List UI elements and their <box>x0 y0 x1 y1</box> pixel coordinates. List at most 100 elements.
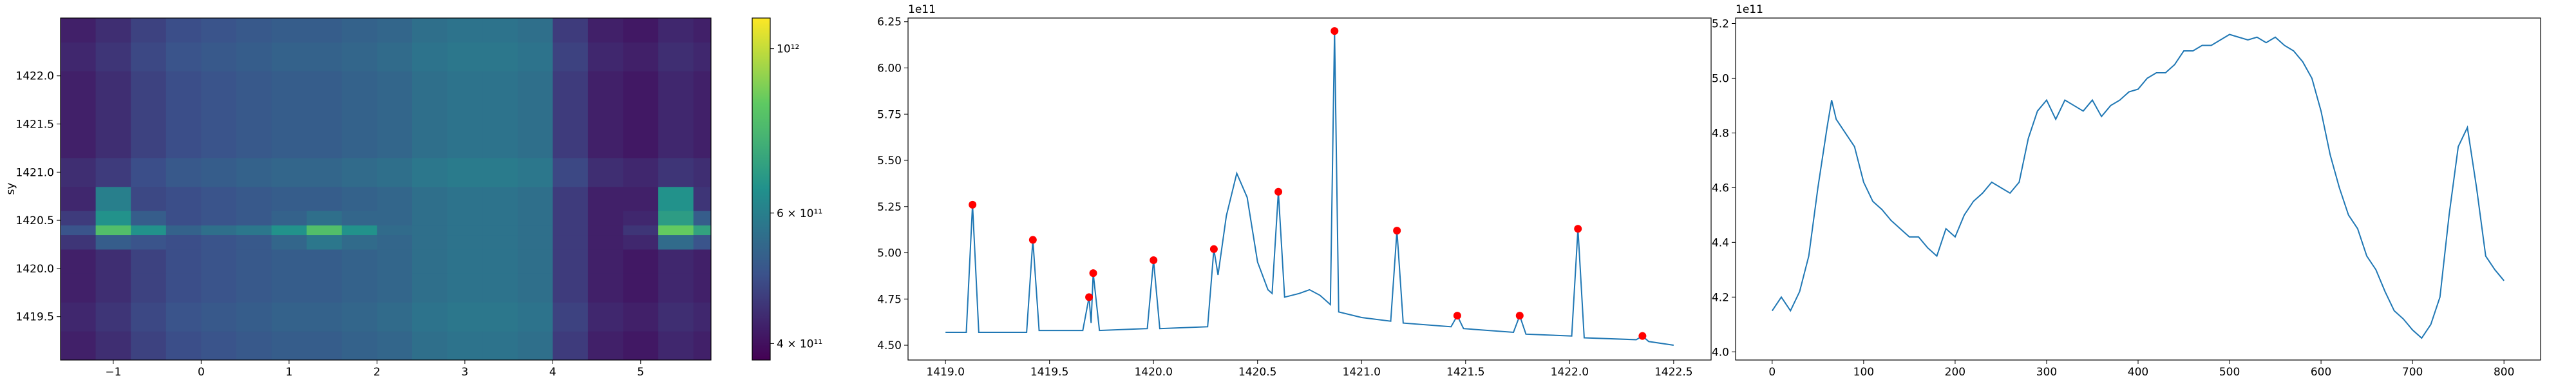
heatmap-cell <box>61 273 97 303</box>
x-tick-label: 0 <box>1768 366 1776 379</box>
heatmap-cell <box>236 249 272 274</box>
heatmap-cell <box>693 100 711 129</box>
heatmap-cell <box>131 302 167 332</box>
heatmap-cell <box>201 42 237 71</box>
heatmap-cell <box>377 302 413 332</box>
heatmap-cell <box>412 225 448 236</box>
x-tick-label: −1 <box>105 366 121 379</box>
heatmap-cell <box>553 273 589 303</box>
heatmap-cell <box>95 273 131 303</box>
heatmap-cell <box>517 129 553 158</box>
y-tick-label: 4.0 <box>1712 346 1729 359</box>
heatmap-cell <box>658 211 694 226</box>
heatmap-cell <box>447 234 483 250</box>
heatmap-cell <box>236 42 272 71</box>
heatmap-cell <box>587 157 624 187</box>
heatmap-cell <box>658 129 694 158</box>
heatmap-cell <box>553 100 589 129</box>
colorbar-tick-label: 4 × 10¹¹ <box>777 337 822 350</box>
heatmap-cell <box>658 71 694 100</box>
heatmap-cell <box>447 129 483 158</box>
heatmap-cell <box>377 18 413 43</box>
heatmap-cell <box>517 331 553 360</box>
heatmap-cell <box>131 331 167 360</box>
data-line <box>1771 33 2505 339</box>
heatmap-cell <box>517 273 553 303</box>
heatmap-cell <box>482 302 518 332</box>
heatmap-cell <box>201 225 237 236</box>
y-tick-label: 1422.0 <box>16 70 54 83</box>
heatmap-cell <box>587 211 624 226</box>
heatmap-cell <box>623 18 659 43</box>
heatmap-cell <box>236 225 272 236</box>
heatmap-cell <box>95 129 131 158</box>
heatmap-cell <box>61 249 97 274</box>
x-tick-label: 1422.5 <box>1654 366 1692 379</box>
x-tick-label: 1420.0 <box>1134 366 1172 379</box>
heatmap-cell <box>377 186 413 211</box>
x-tick-label: 1421.5 <box>1446 366 1484 379</box>
heatmap-cell <box>658 331 694 360</box>
heatmap-cell <box>131 186 167 211</box>
heatmap-cell <box>271 302 307 332</box>
y-tick-label: 5.75 <box>877 108 902 121</box>
heatmap-cell <box>693 157 711 187</box>
heatmap-cell <box>341 18 377 43</box>
heatmap-cell <box>412 71 448 100</box>
heatmap-cell <box>377 234 413 250</box>
x-tick-label: 400 <box>2128 366 2148 379</box>
heatmap-cell <box>623 42 659 71</box>
axes-frame <box>907 17 1712 361</box>
x-tick-label: 200 <box>1945 366 1965 379</box>
x-tick-label: 5 <box>637 366 644 379</box>
heatmap-cell <box>482 331 518 360</box>
heatmap-cell <box>587 331 624 360</box>
heatmap-cell <box>236 211 272 226</box>
heatmap-cell <box>517 186 553 211</box>
heatmap-cell <box>61 157 97 187</box>
heatmap-cell <box>201 186 237 211</box>
heatmap-cell <box>693 18 711 43</box>
peak-marker <box>1089 269 1097 278</box>
peak-marker <box>1274 187 1283 196</box>
heatmap-cell <box>587 225 624 236</box>
heatmap-cell <box>236 71 272 100</box>
heatmap-cell <box>377 100 413 129</box>
y-tick-label: 5.00 <box>877 247 902 260</box>
heatmap-cell <box>377 129 413 158</box>
heatmap-cell <box>553 331 589 360</box>
heatmap-cell <box>307 273 343 303</box>
heatmap-cell <box>341 249 377 274</box>
heatmap-cell <box>95 186 131 211</box>
heatmap-cell <box>131 234 167 250</box>
heatmap-cell <box>307 249 343 274</box>
y-tick-label: 4.50 <box>877 339 902 352</box>
colorbar <box>752 17 771 361</box>
heatmap-cell <box>482 129 518 158</box>
heatmap-cell <box>693 186 711 211</box>
heatmap-cell <box>482 100 518 129</box>
heatmap-cell <box>95 234 131 250</box>
heatmap-cell <box>271 331 307 360</box>
offset-text: 1e11 <box>1736 3 1763 16</box>
heatmap-cell <box>482 157 518 187</box>
axes-frame <box>60 17 712 361</box>
heatmap-cell <box>553 18 589 43</box>
heatmap-cell <box>95 18 131 43</box>
heatmap-cell <box>377 71 413 100</box>
heatmap-cell <box>377 331 413 360</box>
y-tick-label: 5.50 <box>877 155 902 167</box>
y-tick-label: 4.4 <box>1712 236 1729 249</box>
heatmap-cell <box>693 211 711 226</box>
heatmap-cell <box>482 249 518 274</box>
heatmap-cell <box>553 129 589 158</box>
heatmap-cell <box>482 42 518 71</box>
peak-marker <box>969 200 977 209</box>
heatmap-cell <box>236 18 272 43</box>
heatmap-cell <box>236 331 272 360</box>
heatmap-cell <box>166 211 202 226</box>
peak-marker <box>1150 256 1158 265</box>
heatmap-cell <box>447 302 483 332</box>
heatmap-cell <box>658 249 694 274</box>
